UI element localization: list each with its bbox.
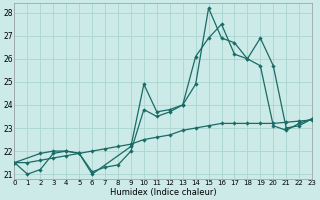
X-axis label: Humidex (Indice chaleur): Humidex (Indice chaleur) xyxy=(110,188,217,197)
